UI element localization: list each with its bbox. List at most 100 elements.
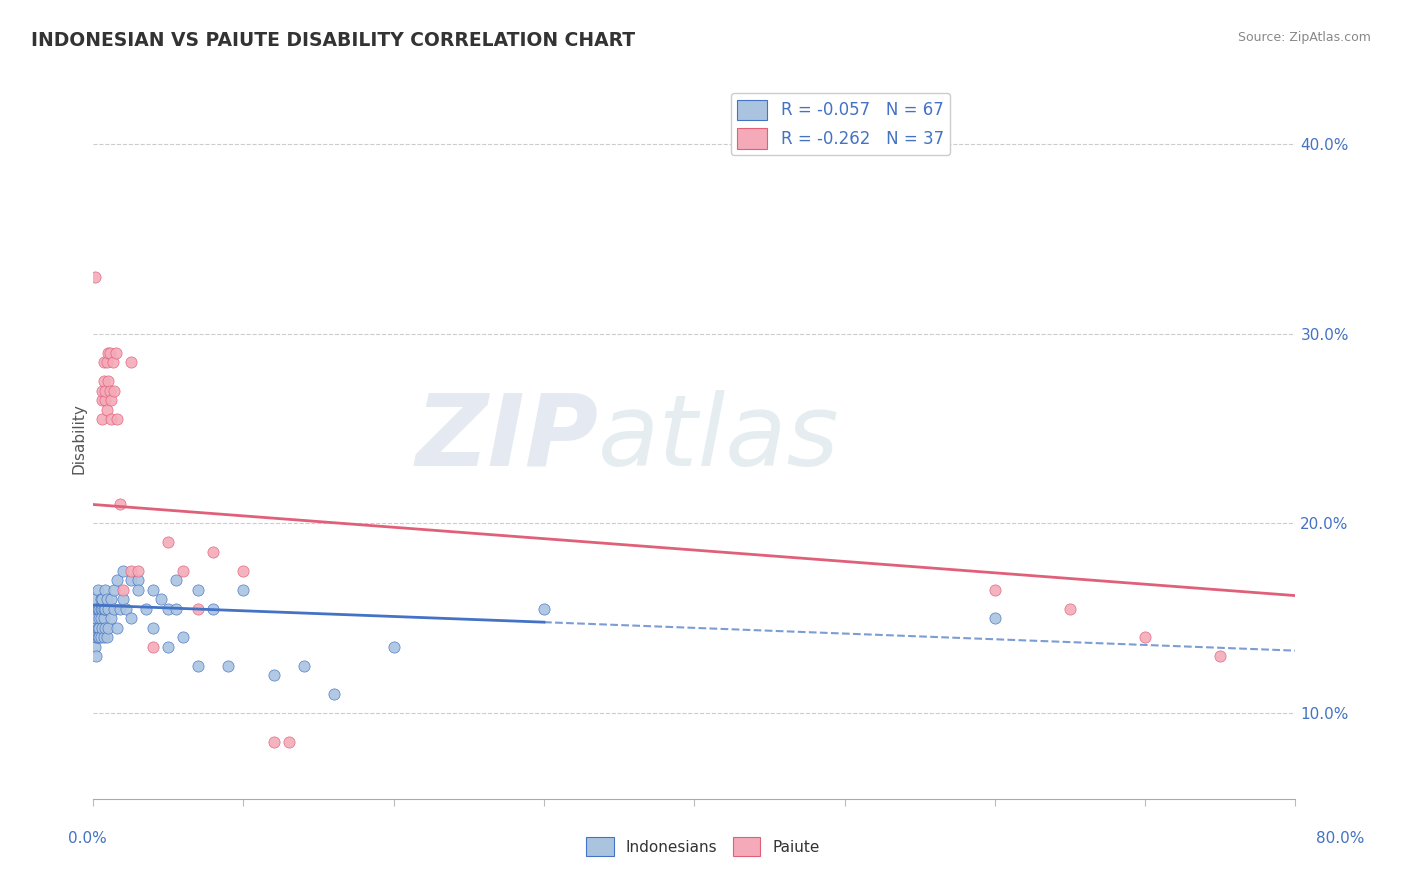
Point bbox=[157, 602, 180, 616]
Point bbox=[232, 582, 254, 597]
Point bbox=[84, 602, 107, 616]
Point bbox=[103, 384, 125, 398]
Text: INDONESIAN VS PAIUTE DISABILITY CORRELATION CHART: INDONESIAN VS PAIUTE DISABILITY CORRELAT… bbox=[31, 31, 636, 50]
Point bbox=[89, 621, 111, 635]
Y-axis label: Disability: Disability bbox=[72, 402, 86, 474]
Point bbox=[103, 582, 125, 597]
Point bbox=[97, 345, 120, 359]
Point bbox=[382, 640, 405, 654]
Point bbox=[202, 545, 225, 559]
Point bbox=[533, 602, 555, 616]
Text: atlas: atlas bbox=[598, 390, 839, 486]
Point bbox=[94, 393, 117, 408]
Point bbox=[94, 384, 117, 398]
Point bbox=[94, 621, 117, 635]
Point bbox=[91, 384, 114, 398]
Point bbox=[100, 611, 122, 625]
Point bbox=[90, 631, 112, 645]
Point bbox=[100, 412, 122, 426]
Point bbox=[91, 412, 114, 426]
Point bbox=[91, 592, 114, 607]
Point bbox=[202, 602, 225, 616]
Point bbox=[292, 658, 315, 673]
Point bbox=[112, 564, 135, 578]
Point bbox=[83, 640, 105, 654]
Point bbox=[105, 621, 128, 635]
Point bbox=[263, 668, 285, 682]
Point bbox=[105, 574, 128, 588]
Point bbox=[142, 640, 165, 654]
Point bbox=[86, 602, 108, 616]
Point bbox=[263, 735, 285, 749]
Point bbox=[101, 355, 124, 369]
Legend: Indonesians, Paiute: Indonesians, Paiute bbox=[581, 831, 825, 862]
Point bbox=[83, 602, 105, 616]
Point bbox=[187, 602, 209, 616]
Point bbox=[1209, 649, 1232, 664]
Text: ZIP: ZIP bbox=[415, 390, 598, 486]
Point bbox=[104, 345, 127, 359]
Point bbox=[83, 592, 105, 607]
Point bbox=[96, 631, 118, 645]
Point bbox=[94, 602, 117, 616]
Point bbox=[112, 582, 135, 597]
Point bbox=[90, 611, 112, 625]
Point bbox=[127, 582, 149, 597]
Point bbox=[165, 602, 187, 616]
Point bbox=[165, 574, 187, 588]
Point bbox=[93, 355, 115, 369]
Point bbox=[172, 564, 194, 578]
Point bbox=[157, 535, 180, 549]
Point bbox=[93, 374, 115, 388]
Point bbox=[142, 621, 165, 635]
Point bbox=[83, 621, 105, 635]
Point bbox=[98, 384, 121, 398]
Point bbox=[94, 582, 117, 597]
Point bbox=[93, 611, 115, 625]
Point bbox=[112, 592, 135, 607]
Point bbox=[120, 564, 142, 578]
Point bbox=[984, 582, 1007, 597]
Point bbox=[187, 658, 209, 673]
Point bbox=[127, 564, 149, 578]
Point bbox=[103, 602, 125, 616]
Point bbox=[120, 574, 142, 588]
Point bbox=[105, 412, 128, 426]
Legend: R = -0.057   N = 67, R = -0.262   N = 37: R = -0.057 N = 67, R = -0.262 N = 37 bbox=[731, 93, 950, 155]
Point bbox=[277, 735, 299, 749]
Point bbox=[90, 592, 112, 607]
Point bbox=[97, 374, 120, 388]
Point bbox=[84, 611, 107, 625]
Point bbox=[97, 602, 120, 616]
Point bbox=[91, 621, 114, 635]
Point bbox=[93, 631, 115, 645]
Point bbox=[322, 687, 344, 701]
Point bbox=[187, 582, 209, 597]
Point bbox=[96, 592, 118, 607]
Point bbox=[84, 649, 107, 664]
Point bbox=[1133, 631, 1156, 645]
Point bbox=[98, 345, 121, 359]
Point bbox=[86, 631, 108, 645]
Point bbox=[83, 269, 105, 284]
Point bbox=[86, 621, 108, 635]
Point bbox=[91, 393, 114, 408]
Point bbox=[100, 592, 122, 607]
Point bbox=[96, 402, 118, 417]
Point bbox=[84, 631, 107, 645]
Point bbox=[142, 582, 165, 597]
Text: 0.0%: 0.0% bbox=[67, 831, 107, 847]
Point bbox=[217, 658, 239, 673]
Point bbox=[93, 602, 115, 616]
Point bbox=[110, 602, 132, 616]
Point bbox=[149, 592, 172, 607]
Point bbox=[89, 631, 111, 645]
Point bbox=[127, 574, 149, 588]
Point bbox=[135, 602, 157, 616]
Point bbox=[89, 602, 111, 616]
Point bbox=[157, 640, 180, 654]
Text: Source: ZipAtlas.com: Source: ZipAtlas.com bbox=[1237, 31, 1371, 45]
Point bbox=[100, 393, 122, 408]
Point bbox=[232, 564, 254, 578]
Point bbox=[120, 355, 142, 369]
